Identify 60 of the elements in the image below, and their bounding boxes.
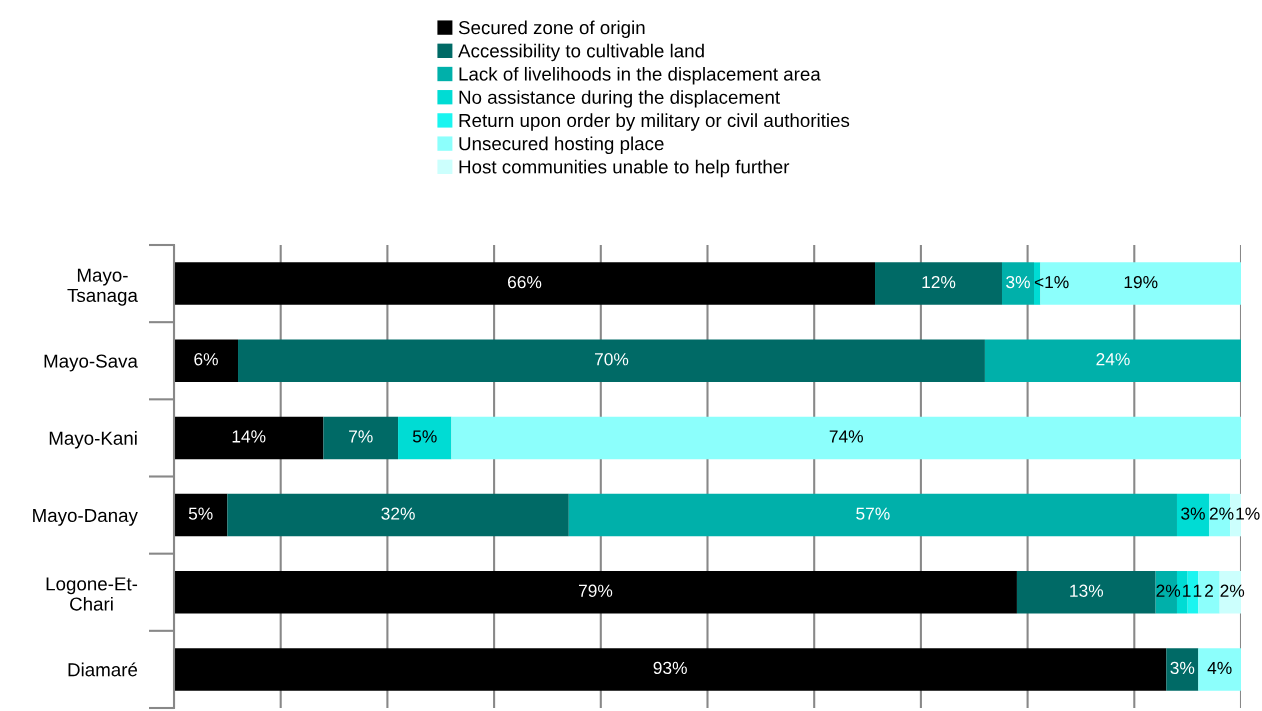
data-label: 2 xyxy=(1205,584,1213,597)
bar xyxy=(1176,493,1209,537)
bar xyxy=(174,416,324,460)
legend-label: No assistance during the displacement xyxy=(459,90,780,108)
bar xyxy=(984,339,1241,382)
data-label: 70% xyxy=(594,353,629,366)
data-label: 74% xyxy=(829,430,863,443)
bar xyxy=(568,493,1177,537)
bar xyxy=(1001,262,1034,305)
bar xyxy=(451,416,1241,460)
legend-label: Host communities unable to help further xyxy=(459,159,790,178)
legend-label: Unsecured hosting place xyxy=(459,136,664,155)
data-label: 79% xyxy=(578,584,613,597)
bar xyxy=(238,339,985,382)
data-label: 24% xyxy=(1096,353,1130,366)
data-label: 13% xyxy=(1070,584,1104,597)
bar xyxy=(174,571,1017,614)
legend-label: Secured zone of origin xyxy=(458,20,645,39)
data-label: 57% xyxy=(856,507,890,520)
bar xyxy=(174,262,876,305)
data-label: 14% xyxy=(232,430,266,443)
bar xyxy=(1166,648,1199,691)
legend-label: Return upon order by military or civil authorities xyxy=(459,113,850,131)
y-tick-label: Mayo- Tsanaga xyxy=(67,268,138,306)
data-label: 32% xyxy=(381,507,415,520)
data-label: 6% xyxy=(194,353,218,366)
bar xyxy=(174,493,228,537)
y-tick-label: Mayo-Kani xyxy=(49,431,137,449)
data-label: 3% xyxy=(1181,507,1205,520)
data-label: <1% xyxy=(1034,276,1069,289)
data-label: 7% xyxy=(349,430,373,443)
data-label: 3% xyxy=(1006,275,1030,289)
data-label: 2% xyxy=(1209,507,1234,520)
data-label: 1 xyxy=(1183,584,1191,597)
bar xyxy=(227,493,569,537)
legend-label: Lack of livelihoods in the displacement area xyxy=(459,66,821,85)
data-label: 2% xyxy=(1220,584,1245,597)
data-label: 1% xyxy=(1236,507,1260,520)
data-label: 66% xyxy=(508,275,542,289)
bar xyxy=(1198,648,1241,691)
data-label: 93% xyxy=(653,661,687,675)
y-tick-label: Mayo-Danay xyxy=(33,508,138,526)
bar xyxy=(398,416,452,460)
legend-label: Accessibility to cultivable land xyxy=(458,43,704,62)
y-tick-label: Mayo-Sava xyxy=(44,354,138,372)
data-label: 4% xyxy=(1207,661,1232,675)
y-tick-label: Logone-Et- Chari xyxy=(46,577,138,611)
data-label: 5% xyxy=(188,507,213,520)
y-tick-label: Diamaré xyxy=(68,662,138,677)
data-label: 12% xyxy=(922,275,956,289)
data-label: 5% xyxy=(412,430,437,443)
bar xyxy=(1016,571,1156,614)
bar xyxy=(323,416,399,460)
bar xyxy=(174,648,1167,691)
data-label: 3% xyxy=(1170,661,1195,675)
bar xyxy=(174,339,239,382)
data-label: 19% xyxy=(1124,275,1158,289)
bar xyxy=(875,262,1002,305)
data-label: 1 xyxy=(1193,584,1202,597)
data-label: 2% xyxy=(1156,584,1181,597)
